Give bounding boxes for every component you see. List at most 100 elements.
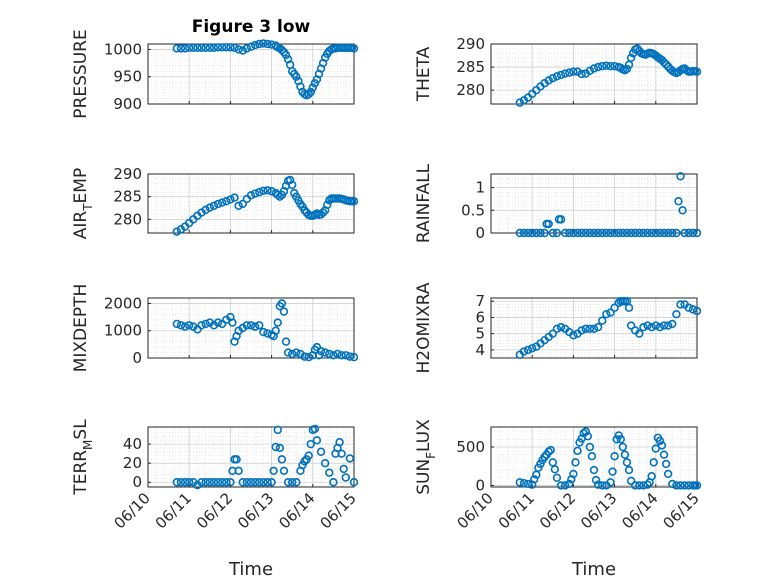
data-point — [593, 322, 603, 332]
data-point — [172, 478, 182, 487]
data-point — [255, 187, 264, 197]
data-point — [250, 40, 260, 50]
plot-area — [148, 427, 354, 487]
data-point — [678, 206, 687, 215]
data-point — [661, 60, 671, 69]
data-point — [639, 322, 648, 332]
panel-mixdepth: 0 1000 2000 MIXDEPTH — [71, 284, 359, 372]
data-point — [569, 331, 578, 340]
data-point — [583, 432, 593, 441]
data-point — [624, 303, 634, 312]
data-point — [329, 478, 338, 487]
y-axis-label-main: THETA — [414, 46, 434, 102]
y-tick-label: 1000 — [104, 322, 142, 340]
y-axis-label-rest: LUX — [414, 419, 434, 452]
data-point — [281, 50, 291, 60]
data-point — [663, 321, 673, 330]
data-point — [201, 478, 210, 487]
data-point — [620, 450, 630, 459]
plot-area — [491, 44, 697, 104]
x-tick-label: 06/15 — [660, 489, 703, 532]
data-point — [304, 451, 313, 460]
data-point — [527, 344, 537, 353]
data-point — [242, 44, 252, 53]
data-point — [668, 228, 677, 238]
data-point — [273, 425, 282, 435]
y-tick-label: 7 — [475, 292, 485, 310]
data-point — [688, 228, 698, 238]
y-tick-label: 1000 — [104, 40, 142, 58]
data-point — [217, 478, 227, 487]
y-axis-label: H2OMIXRA — [414, 282, 434, 373]
data-point — [692, 228, 702, 238]
data-point — [213, 199, 223, 209]
data-point — [329, 351, 338, 360]
data-point — [234, 466, 243, 476]
y-tick-label: 20 — [123, 454, 142, 472]
data-point — [300, 206, 309, 215]
data-point — [587, 452, 597, 461]
data-point — [585, 228, 595, 238]
y-tick-label: 290 — [456, 35, 485, 53]
data-point — [655, 436, 665, 446]
data-point — [259, 186, 268, 195]
data-point — [684, 303, 693, 312]
data-point — [626, 321, 636, 330]
data-point — [273, 190, 282, 200]
data-point — [585, 66, 595, 75]
data-point — [222, 43, 231, 52]
data-point — [591, 475, 601, 485]
data-point — [277, 455, 287, 464]
figure-title: Figure 3 low — [192, 17, 311, 37]
data-point — [655, 228, 665, 238]
data-point — [176, 321, 186, 330]
data-point — [626, 228, 636, 238]
y-axis-label-subscript: T — [81, 203, 95, 212]
y-tick-label: 4 — [475, 341, 485, 359]
data-point — [647, 228, 656, 238]
data-point — [527, 228, 537, 238]
data-point — [661, 459, 671, 469]
data-point — [345, 454, 355, 463]
data-point — [544, 76, 553, 85]
data-point — [672, 481, 681, 490]
data-point — [674, 197, 683, 206]
data-point — [593, 62, 603, 72]
data-point — [606, 228, 615, 238]
data-point — [552, 72, 562, 81]
data-point — [246, 321, 256, 330]
data-point — [581, 324, 590, 334]
data-point — [573, 446, 582, 456]
data-point — [205, 43, 215, 53]
data-point — [323, 200, 332, 210]
y-tick-label: 290 — [113, 165, 142, 183]
data-point — [222, 478, 231, 487]
data-point — [300, 457, 309, 466]
data-point — [337, 449, 346, 458]
data-point — [560, 481, 570, 490]
data-point — [608, 467, 617, 476]
data-point — [250, 478, 260, 487]
data-point — [246, 478, 256, 487]
data-point — [523, 479, 533, 489]
x-tick-label: 06/11 — [495, 489, 538, 532]
data-point — [263, 478, 272, 487]
data-point — [209, 43, 219, 53]
y-tick-label: 500 — [456, 438, 485, 456]
y-axis-label-main: AIR — [71, 211, 91, 240]
y-axis-label-subscript: M — [81, 440, 95, 450]
data-point — [659, 321, 669, 330]
y-axis-label-main: H2OMIXRA — [414, 282, 434, 373]
data-point — [540, 228, 549, 238]
data-point — [692, 306, 702, 316]
y-tick-label: 0 — [475, 476, 485, 494]
y-axis-label-rest: EMP — [71, 168, 91, 204]
data-point — [577, 326, 586, 335]
data-point — [250, 189, 260, 198]
data-point — [246, 42, 256, 51]
data-point — [556, 481, 566, 490]
data-point — [519, 478, 529, 488]
data-point — [226, 195, 235, 204]
data-point — [263, 39, 272, 49]
